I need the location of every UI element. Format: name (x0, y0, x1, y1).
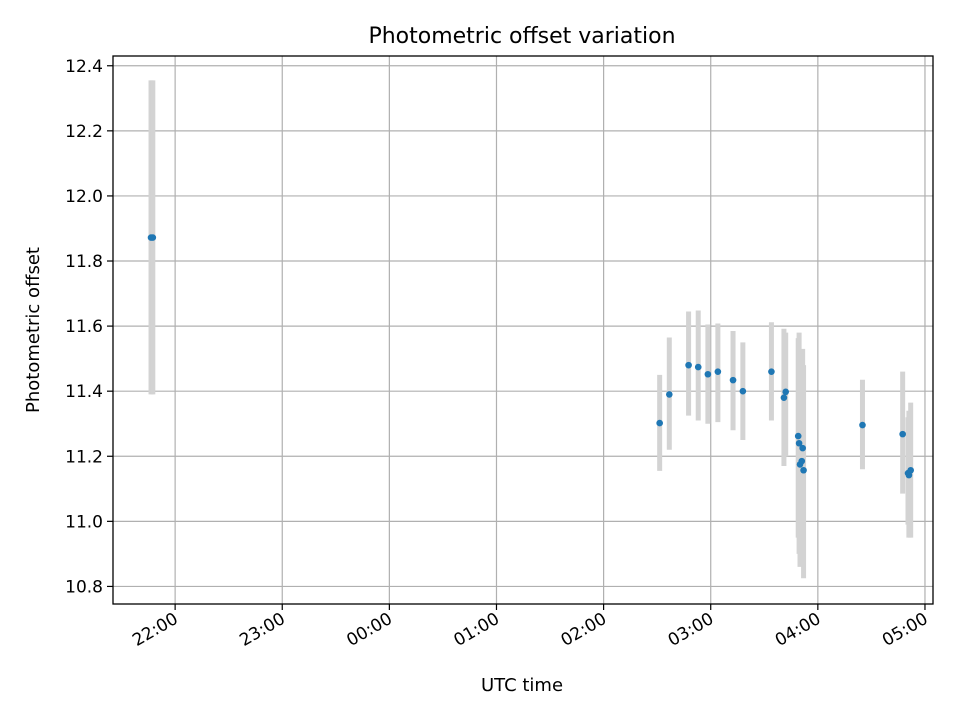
x-tick-label: 05:00 (879, 609, 931, 651)
grid-layer (113, 56, 933, 604)
y-tick-label: 11.8 (65, 252, 103, 272)
data-point (149, 234, 157, 241)
data-point (859, 421, 866, 429)
x-axis-label: UTC time (481, 675, 563, 696)
y-tick-label: 12.0 (65, 187, 103, 207)
x-tick-label: 02:00 (558, 609, 610, 651)
data-point (685, 361, 692, 369)
data-point (800, 466, 807, 474)
data-point (899, 430, 906, 438)
y-tick-label: 12.2 (65, 122, 103, 142)
y-tick-label: 11.2 (65, 447, 103, 467)
chart-title: Photometric offset variation (368, 24, 675, 49)
y-tick-label: 11.0 (65, 512, 103, 532)
x-tick-label: 01:00 (451, 609, 503, 651)
data-point (729, 376, 737, 384)
data-point (794, 432, 802, 440)
x-tick-label: 23:00 (236, 609, 288, 651)
data-point (782, 388, 790, 396)
data-point (780, 394, 788, 401)
data-point (666, 391, 673, 398)
data-point (704, 370, 712, 378)
y-tick-label: 11.4 (65, 382, 103, 402)
point-layer (147, 234, 914, 479)
data-point (907, 466, 914, 474)
data-point (799, 444, 806, 452)
x-tick-label: 22:00 (129, 609, 181, 651)
errorbar-layer (148, 80, 914, 579)
data-point (739, 387, 747, 395)
y-axis-label: Photometric offset (23, 247, 44, 413)
data-point (656, 419, 663, 427)
x-tick-label: 04:00 (772, 609, 824, 651)
plot-frame (112, 55, 934, 605)
y-tick-label: 10.8 (65, 577, 103, 597)
x-tick-label: 00:00 (343, 609, 395, 651)
x-tick-label: 03:00 (665, 609, 717, 651)
data-point (795, 439, 803, 447)
y-tick-label: 12.4 (65, 57, 103, 77)
data-point (768, 368, 775, 375)
y-tick-label: 11.6 (65, 317, 103, 337)
data-point (798, 457, 806, 465)
data-point (694, 363, 702, 371)
data-point (714, 368, 722, 375)
